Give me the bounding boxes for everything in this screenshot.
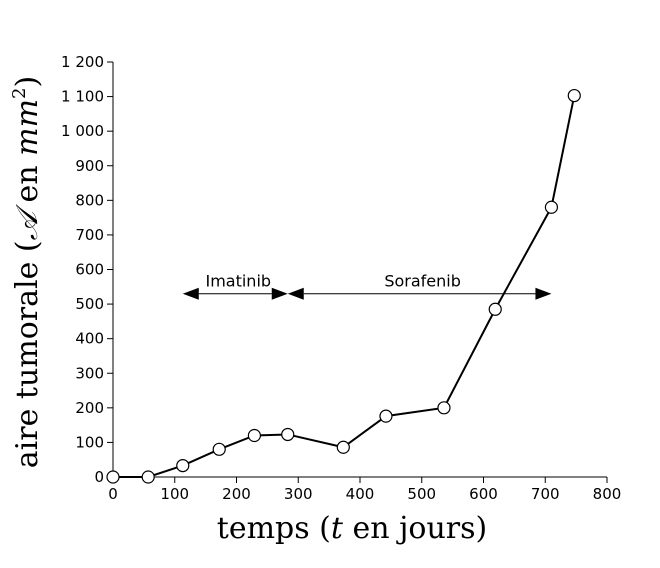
data-point (567, 88, 581, 103)
annotation-label: Imatinib (205, 272, 271, 291)
x-tick-label: 500 (407, 485, 436, 503)
x-ticks: 0 100 200 300 400 500 600 700 800 (108, 477, 621, 503)
data-point (488, 302, 502, 316)
x-tick-label: 100 (160, 485, 189, 503)
y-axis-title: aire tumorale (𝒜 en mm2) (9, 76, 45, 468)
y-tick-label: 0 (94, 468, 104, 486)
y-tick-label: 500 (75, 295, 104, 313)
x-tick-label: 600 (469, 485, 498, 503)
x-tick-label: 300 (284, 485, 313, 503)
x-axis-title: temps (t en jours) (217, 511, 487, 546)
x-tick-label: 200 (222, 485, 251, 503)
y-tick-label: 1 200 (61, 53, 104, 71)
series-layer (106, 88, 581, 484)
y-tick-label: 400 (75, 330, 104, 348)
data-point (247, 428, 262, 443)
data-point (176, 458, 190, 473)
y-tick-label: 1 000 (61, 122, 104, 140)
data-point (544, 200, 559, 214)
x-tick-label: 700 (531, 485, 560, 503)
axes (112, 62, 607, 478)
arrowhead-left-icon (182, 287, 199, 300)
x-tick-label: 0 (108, 485, 118, 503)
y-tick-label: 600 (75, 261, 104, 279)
data-point (106, 470, 120, 484)
y-ticks: 0 100 200 300 400 500 600 700 800 900 1 000 1 100 1 … (61, 53, 113, 486)
arrowhead-right-icon (535, 287, 552, 300)
y-tick-label: 200 (75, 399, 104, 417)
data-point (437, 401, 451, 415)
data-point (141, 470, 155, 484)
data-point (336, 440, 350, 454)
y-tick-label: 900 (75, 157, 104, 175)
data-point (212, 442, 226, 456)
x-tick-label: 800 (593, 485, 622, 503)
y-tick-label: 1 100 (61, 88, 104, 106)
y-tick-label: 100 (75, 433, 104, 451)
data-point (379, 409, 393, 423)
data-point (281, 427, 295, 442)
x-tick-label: 400 (346, 485, 375, 503)
arrowhead-right-icon (271, 287, 288, 300)
y-tick-label: 800 (75, 191, 104, 209)
annotations: Imatinib Sorafenib (182, 272, 552, 300)
series-line (113, 95, 576, 478)
y-tick-label: 300 (75, 364, 104, 382)
y-tick-label: 700 (75, 226, 104, 244)
arrowhead-left-icon (287, 287, 304, 300)
annotation-label: Sorafenib (384, 272, 461, 291)
